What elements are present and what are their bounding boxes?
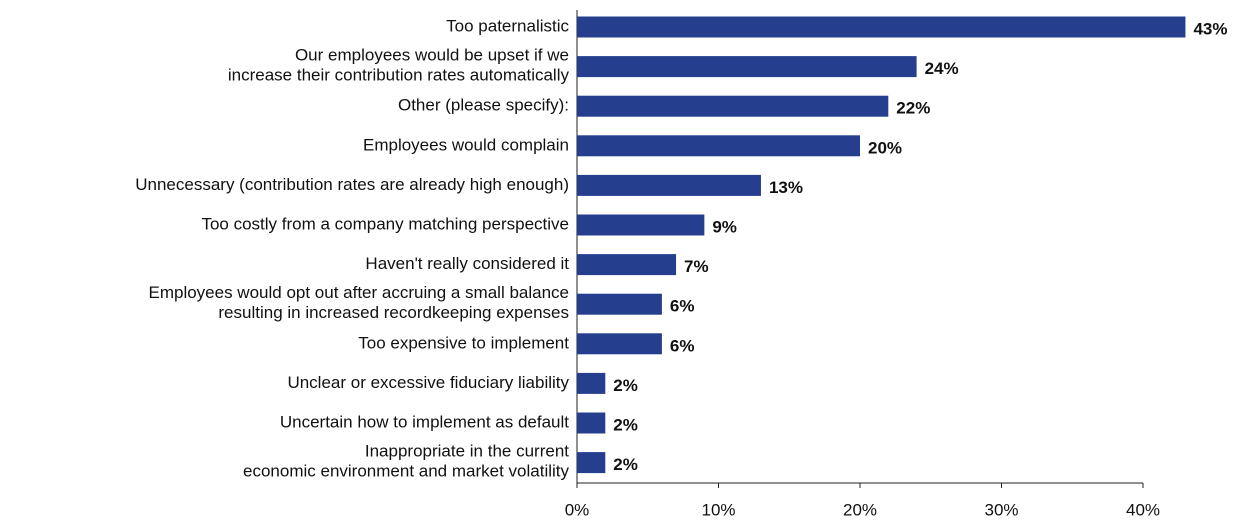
x-tick-label: 0% (565, 500, 590, 519)
value-label: 24% (925, 59, 959, 78)
x-tick-label: 40% (1126, 500, 1160, 519)
category-label: Unnecessary (contribution rates are alre… (135, 175, 569, 194)
value-label: 2% (613, 376, 638, 395)
bar (577, 135, 860, 157)
x-tick-label: 20% (843, 500, 877, 519)
bar (577, 214, 705, 236)
category-label: Our employees would be upset if we increa… (228, 46, 570, 85)
bar (577, 412, 606, 434)
category-label: Employees would opt out after accruing a… (148, 284, 569, 323)
bar (577, 95, 889, 117)
bar (577, 452, 606, 474)
category-label: Unclear or excessive fiduciary liability (287, 373, 569, 392)
category-label: Employees would complain (363, 135, 569, 154)
category-label: Other (please specify): (398, 96, 569, 115)
category-label: Too costly from a company matching persp… (201, 214, 569, 233)
bar (577, 174, 761, 196)
category-label: Too paternalistic (446, 16, 569, 35)
bar (577, 16, 1186, 38)
value-label: 6% (670, 336, 695, 355)
category-label: Haven't really considered it (365, 254, 569, 273)
bar (577, 372, 606, 394)
x-tick-label: 10% (701, 500, 735, 519)
bar (577, 293, 662, 315)
value-label: 20% (868, 138, 902, 157)
x-tick-label: 30% (984, 500, 1018, 519)
value-label: 6% (670, 297, 695, 316)
value-label: 2% (613, 455, 638, 474)
value-label: 22% (896, 99, 930, 118)
value-label: 7% (684, 257, 709, 276)
value-label: 13% (769, 178, 803, 197)
value-label: 9% (712, 217, 737, 236)
value-label: 2% (613, 415, 638, 434)
bar (577, 56, 917, 78)
category-label: Uncertain how to implement as default (280, 412, 569, 431)
bar (577, 333, 662, 355)
category-label: Too expensive to implement (358, 333, 569, 352)
category-label: Inappropriate in the current economic env… (243, 442, 569, 481)
value-label: 43% (1193, 19, 1227, 38)
bar (577, 254, 677, 276)
